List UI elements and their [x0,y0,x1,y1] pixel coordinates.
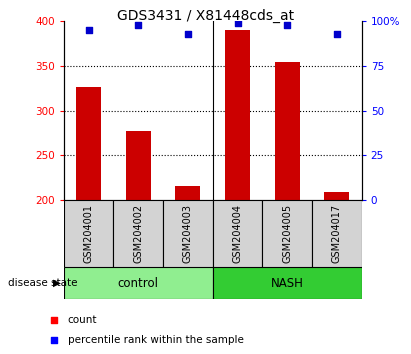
Bar [113,200,163,267]
Text: GSM204017: GSM204017 [332,204,342,263]
Bar [126,131,150,200]
Point [185,31,191,36]
Text: GDS3431 / X81448cds_at: GDS3431 / X81448cds_at [117,9,294,23]
Bar [275,62,300,200]
Text: GSM204004: GSM204004 [233,204,242,263]
Bar [213,200,262,267]
Text: percentile rank within the sample: percentile rank within the sample [67,335,243,345]
Text: count: count [67,315,97,325]
Point [85,27,92,33]
Bar [213,267,362,299]
Bar [262,200,312,267]
Point [135,22,141,28]
Text: disease state: disease state [8,278,78,288]
Text: GSM204003: GSM204003 [183,204,193,263]
Text: GSM204005: GSM204005 [282,204,292,263]
Bar [76,87,101,200]
Bar [64,200,113,267]
Bar [324,192,349,200]
Point [334,31,340,36]
Bar [175,186,200,200]
Point [284,22,291,28]
Text: control: control [118,277,159,290]
Bar [163,200,213,267]
Text: GSM204001: GSM204001 [83,204,94,263]
Point [50,337,57,343]
Bar [64,267,213,299]
Bar [225,30,250,200]
Text: NASH: NASH [271,277,304,290]
Point [50,317,57,323]
Text: GSM204002: GSM204002 [133,204,143,263]
Text: ▶: ▶ [53,278,61,288]
Bar [312,200,362,267]
Point [234,20,241,26]
